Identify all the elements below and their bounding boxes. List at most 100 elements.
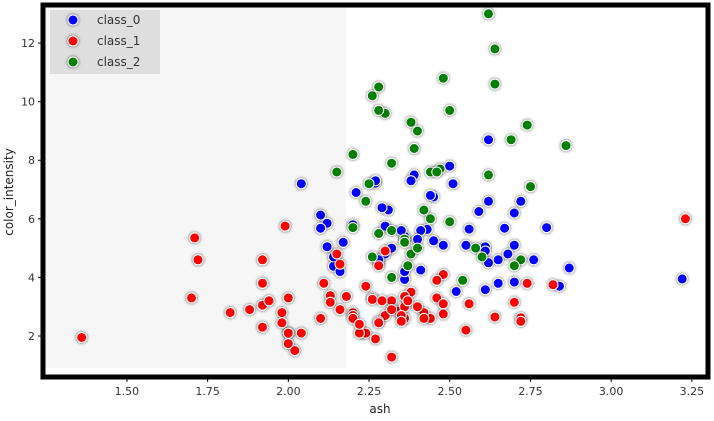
point-class_0-24 [479,284,491,296]
point-class_1-62 [353,318,365,330]
point-class_2-25 [412,242,423,254]
point-class_0-56 [528,254,540,266]
point-class_1-56 [460,324,472,336]
point-class_2-11 [386,157,398,169]
point-class_2-34 [366,251,378,263]
point-class_2-28 [444,216,456,228]
point-class_1-1 [386,351,398,363]
y-tick-label-3: 8 [28,154,35,167]
point-class_0-4 [563,262,575,274]
point-class_2-6 [444,104,456,116]
point-class_0-18 [437,239,449,251]
y-ticks: 2 4 6 8 10 12 [21,37,43,343]
point-class_1-53 [373,317,385,329]
x-tick-label-1: 1.75 [195,385,220,398]
point-class_2-29 [470,242,482,254]
point-class_1-67 [276,317,288,329]
point-class_1-70 [331,248,343,260]
legend-items: class_0 class_1 class_2 [67,13,140,69]
point-class_2-14 [347,148,359,160]
x-tick-label-6: 3.00 [599,385,624,398]
point-class_1-5 [189,232,201,244]
point-class_2-10 [412,125,423,137]
point-class_1-4 [186,292,197,304]
point-class_1-60 [244,304,256,316]
point-class_1-35 [437,308,449,320]
point-class_1-71 [279,220,291,232]
point-class_1-65 [318,277,330,289]
point-class_0-29 [541,222,553,234]
point-class_2-36 [476,251,488,263]
point-class_0-58 [483,195,494,207]
point-class_0-39 [315,209,327,221]
point-class_1-20 [257,254,268,266]
point-class_2-24 [386,271,398,283]
point-class_1-3 [295,327,307,339]
point-class_1-66 [395,315,407,327]
point-class_1-68 [521,277,533,289]
point-class_2-21 [505,134,517,146]
point-class_2-40 [431,166,443,178]
point-class_0-31 [508,276,520,288]
point-class_1-57 [192,254,204,266]
point-class_1-11 [257,277,268,289]
point-class_1-45 [489,311,501,323]
point-class_1-39 [386,304,398,316]
axes-frame [40,2,711,380]
legend-marker-class_0 [67,14,79,26]
legend-label-class_2: class_2 [97,55,140,69]
point-class_2-13 [331,166,343,178]
point-class_1-46 [508,296,520,308]
point-class_0-23 [450,286,462,297]
point-class_1-49 [334,304,346,316]
point-class_2-31 [399,236,411,248]
x-axis-label: ash [369,402,390,416]
point-class_1-64 [257,321,268,333]
marks-layer [76,8,691,363]
y-tick-label-4: 10 [21,96,35,109]
point-class_1-73 [402,295,414,307]
point-class_0-16 [515,195,527,207]
point-class_0-8 [337,236,349,248]
point-class_1-34 [431,274,443,286]
point-class_0-40 [447,178,459,190]
point-class_1-24 [315,312,327,324]
point-class_2-3 [373,81,385,93]
point-class_0-6 [428,235,440,247]
point-class_1-6 [373,260,385,272]
point-class_0-48 [321,241,333,253]
legend-label-class_0: class_0 [97,13,140,27]
point-class_1-54 [370,333,381,345]
point-class_1-38 [515,315,527,327]
point-class_2-17 [360,195,372,207]
point-class_2-12 [483,8,494,20]
point-class_1-28 [547,279,559,291]
point-class_0-21 [492,277,504,289]
point-class_2-32 [424,213,436,225]
point-class_0-36 [415,264,427,276]
point-class_1-40 [366,293,378,305]
point-class_0-53 [502,248,514,260]
point-class_1-51 [340,290,352,302]
point-class_1-44 [324,296,336,308]
y-tick-label-2: 6 [28,213,35,226]
point-class_1-59 [412,301,423,313]
point-class_0-14 [405,175,417,187]
point-class_1-72 [282,338,294,350]
point-class_0-35 [492,254,504,266]
x-ticks: 1.50 1.75 2.00 2.25 2.50 2.75 3.00 3.25 [115,377,704,398]
point-class_0-51 [295,178,307,190]
point-class_2-30 [386,225,398,236]
point-class_1-52 [679,213,691,225]
point-class_1-9 [289,345,301,357]
point-class_2-35 [418,204,430,216]
y-tick-label-5: 12 [21,37,35,50]
point-class_2-38 [457,274,469,286]
point-class_1-50 [463,298,475,310]
point-class_2-2 [363,178,375,190]
point-class_1-16 [282,327,294,339]
point-class_0-46 [424,189,436,201]
point-class_0-17 [483,134,494,146]
